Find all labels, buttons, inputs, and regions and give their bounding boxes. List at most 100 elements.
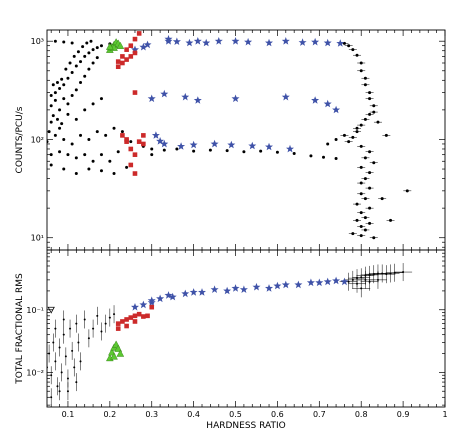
data-point: [363, 197, 367, 201]
data-point: [356, 282, 359, 285]
square-point: [124, 137, 129, 142]
data-point: [359, 61, 363, 65]
star-point: [311, 96, 320, 104]
data-point: [58, 108, 62, 112]
data-point: [62, 97, 66, 101]
square-point: [120, 319, 125, 324]
square-point: [124, 47, 129, 52]
square-point: [149, 304, 155, 310]
data-point: [292, 151, 296, 155]
data-point: [104, 133, 108, 137]
data-point: [48, 352, 51, 355]
data-point: [92, 327, 95, 330]
star-point: [156, 137, 165, 145]
square-point: [136, 139, 142, 144]
star-point: [164, 291, 173, 299]
square-point: [136, 311, 142, 317]
data-point: [75, 322, 78, 325]
data-point: [355, 130, 359, 134]
data-point: [74, 117, 78, 121]
bottom-ytick-label: 10⁻¹: [26, 306, 44, 315]
square-point: [132, 50, 138, 56]
square-point: [132, 36, 138, 42]
star-point: [168, 292, 177, 301]
top-ytick-label: 10²: [31, 135, 44, 144]
star-point: [160, 139, 169, 148]
data-point: [112, 126, 116, 130]
bottom-xtick-label: 0.5: [229, 410, 242, 419]
data-point: [50, 374, 53, 377]
square-point: [124, 323, 129, 329]
data-point: [66, 76, 70, 80]
top-ytick-label: 10¹: [31, 234, 44, 243]
data-point: [372, 104, 376, 108]
data-point: [242, 150, 246, 154]
data-point: [175, 147, 179, 151]
data-point: [99, 153, 103, 157]
data-point: [49, 120, 53, 124]
data-point: [62, 40, 66, 44]
star-point: [239, 285, 248, 293]
data-point: [91, 48, 95, 52]
top-ytick-label: 10³: [31, 37, 44, 46]
star-point: [315, 278, 324, 287]
data-point: [150, 153, 154, 157]
data-point: [113, 313, 116, 316]
star-point: [181, 92, 190, 101]
data-point: [99, 44, 103, 48]
square-point: [128, 146, 134, 152]
data-point: [99, 169, 103, 173]
bottom-xtick-label: 0.4: [187, 410, 200, 419]
data-point: [47, 130, 51, 134]
star-point: [227, 140, 236, 149]
data-point: [71, 349, 74, 352]
bottom-xtick-label: 0.9: [397, 410, 410, 419]
square-point: [141, 141, 146, 147]
star-point: [281, 37, 290, 45]
data-point: [49, 94, 53, 98]
data-point: [68, 61, 72, 65]
data-point: [60, 122, 64, 126]
data-point: [62, 137, 66, 141]
data-point: [52, 341, 55, 344]
star-point: [156, 294, 165, 303]
data-point: [372, 161, 376, 165]
square-point: [124, 317, 129, 322]
data-point: [77, 341, 80, 344]
data-point: [58, 87, 62, 91]
data-point: [58, 150, 62, 154]
bottom-xtick-label: 0.6: [271, 410, 284, 419]
star-point: [177, 142, 186, 150]
data-point: [380, 197, 384, 201]
data-point: [355, 53, 359, 57]
star-point: [340, 277, 349, 286]
data-point: [372, 236, 376, 240]
data-point: [81, 45, 85, 49]
data-point: [363, 228, 367, 232]
data-point: [96, 314, 99, 317]
data-point: [368, 91, 372, 95]
data-point: [342, 133, 346, 137]
star-point: [244, 37, 253, 46]
data-point: [363, 177, 367, 181]
triangle-point: [116, 41, 125, 49]
data-point: [87, 67, 91, 71]
data-point: [79, 360, 82, 363]
star-point: [189, 288, 198, 296]
data-point: [70, 94, 74, 98]
bottom-xtick-label: 0.2: [103, 410, 116, 419]
data-point: [355, 218, 359, 222]
data-point: [51, 83, 55, 87]
data-point: [162, 148, 166, 152]
data-point: [347, 44, 351, 48]
data-point: [74, 88, 78, 92]
data-point: [275, 150, 279, 154]
star-point: [139, 42, 148, 51]
star-point: [332, 276, 341, 285]
data-point: [359, 225, 363, 229]
data-point: [64, 355, 67, 358]
star-point: [294, 280, 303, 289]
star-point: [231, 94, 240, 103]
square-point: [145, 313, 150, 319]
square-point: [128, 43, 134, 48]
